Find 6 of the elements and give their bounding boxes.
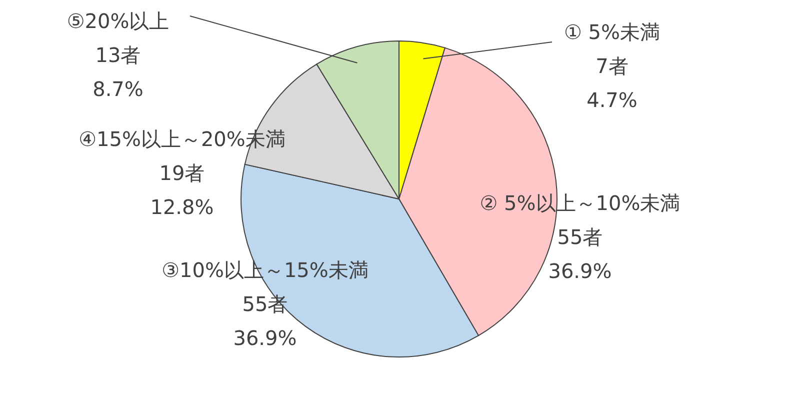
data-label: 7者 4.7% — [586, 54, 638, 112]
data-label: 55者 36.9% — [548, 225, 612, 283]
data-label: 13者 8.7% — [92, 43, 144, 101]
slice-label: ① 5%未満 — [564, 20, 660, 44]
data-label: 19者 12.8% — [150, 161, 214, 219]
slice-label: ⑤20%以上 — [66, 9, 170, 33]
